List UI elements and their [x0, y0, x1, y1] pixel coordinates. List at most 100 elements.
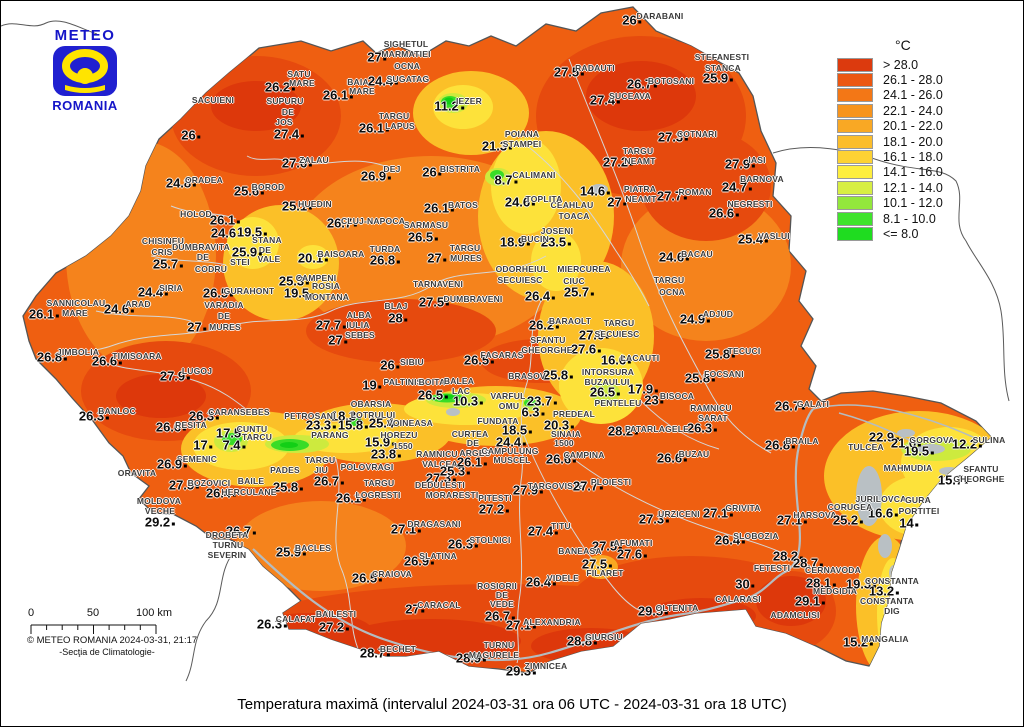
station-value: 27.4	[274, 127, 304, 142]
station-label: CAMPINA	[563, 450, 605, 460]
station-value: 27	[405, 602, 424, 617]
station-value: 24.6	[659, 250, 689, 265]
station-label: RADAUTI	[575, 63, 615, 73]
station-label: TARGU	[603, 318, 635, 328]
station-value: 26.5	[352, 571, 382, 586]
legend-row: 24.1 - 26.0	[837, 88, 943, 103]
station-label: MAGURELE	[468, 650, 520, 660]
station-label: ODORHEIUL	[495, 264, 549, 274]
station-label: SIRIA	[159, 283, 183, 293]
station-label: SUGATAG	[386, 74, 430, 84]
station-label: MURES	[450, 253, 482, 263]
station-value: 27.7	[316, 318, 346, 333]
station-value: 26.1	[210, 213, 240, 228]
station-value: 26.3	[79, 409, 109, 424]
station-label: LOGRESTI	[355, 490, 401, 500]
station-label: MEDGIDIA	[812, 586, 858, 596]
station-value: 25.9	[703, 71, 733, 86]
station-label: RAMNICU	[690, 403, 732, 413]
station-label: TARGU	[378, 111, 410, 121]
station-label: ARGES	[459, 448, 491, 458]
station-label: HOREZU	[380, 430, 418, 440]
station-label: BANLOC	[98, 406, 136, 416]
station-label: GHEORGHE	[953, 474, 1005, 484]
legend-range-label: 26.1 - 28.0	[883, 73, 943, 88]
station-value: 27.1	[703, 506, 733, 521]
station-label: GRIVITA	[725, 503, 761, 513]
station-label: VECHE	[144, 506, 176, 516]
station-value: 24.4	[496, 435, 526, 450]
legend-range-label: 24.1 - 26.0	[883, 88, 943, 103]
station-label: TURNU	[483, 640, 515, 650]
station-label: FAGARAS	[480, 350, 524, 360]
station-value: 27.2	[319, 620, 349, 635]
station-label: DE	[217, 311, 231, 321]
station-label: BANEASA	[558, 546, 602, 556]
station-value: 20.1	[298, 251, 328, 266]
station-value: 27.3	[658, 130, 688, 145]
station-label: TARGOVISTE	[527, 481, 585, 491]
scale-ticks	[30, 624, 157, 634]
station-value: 15.7	[938, 473, 968, 488]
station-label: TURNU	[212, 540, 244, 550]
station-label: MORARESTI	[425, 490, 479, 500]
legend-swatch	[837, 211, 873, 226]
station-value: 26.5	[408, 230, 438, 245]
station-label: GURA	[905, 495, 931, 505]
legend-range-label: 10.1 - 12.0	[883, 196, 943, 211]
station-value: 27.9	[513, 483, 543, 498]
station-label: CONSTANTA	[860, 596, 914, 606]
logo-meteo-text: METEO	[54, 27, 116, 44]
station-label: SIGHETUL	[383, 39, 429, 49]
station-value: 24.4	[368, 74, 398, 89]
station-label: STANCA	[705, 63, 741, 73]
legend-swatch	[837, 196, 873, 211]
station-label: TARCU	[241, 432, 273, 442]
legend-rows: > 28.0 26.1 - 28.0 24.1 - 26.0 22.1 - 24.0 2…	[837, 57, 943, 242]
station-label: NEGRESTI	[727, 199, 773, 209]
station-label: GURAHONT	[223, 286, 275, 296]
department-text: -Secţia de Climatologie-	[59, 647, 155, 657]
logo-icon	[53, 46, 117, 96]
station-value: 27.9	[725, 157, 755, 172]
station-label: SLATINA	[419, 551, 457, 561]
station-value: 20.3	[544, 418, 574, 433]
station-value: 26.4	[525, 289, 555, 304]
station-label: STANA	[252, 235, 282, 245]
station-value: 26.8	[765, 438, 795, 453]
station-label: BOZOVICI	[187, 478, 231, 488]
station-label: BECHET	[379, 644, 417, 654]
station-value: 24.9	[680, 312, 710, 327]
station-label: PALTINIS	[383, 377, 423, 387]
legend-range-label: 16.1 - 18.0	[883, 150, 943, 165]
station-value: 23.3	[306, 418, 336, 433]
station-label: CALAFAT	[275, 614, 317, 624]
station-value: 19.5	[284, 286, 314, 301]
station-value: 19.3	[846, 577, 876, 592]
station-label: TURDA	[369, 244, 401, 254]
station-value: 26.7	[775, 399, 805, 414]
station-value: 23.7	[527, 394, 557, 409]
station-label: DARABANI	[636, 11, 684, 21]
station-label: LUGOJ	[181, 366, 213, 376]
station-value: 26.5	[464, 353, 494, 368]
station-label: VALE	[257, 254, 281, 264]
station-label: FETESTI	[753, 563, 791, 573]
station-label: ROSIORII	[477, 581, 517, 591]
station-label: SUCEAVA	[609, 91, 651, 101]
scale-number: 100 km	[135, 607, 173, 619]
station-label: BARAOLT	[548, 316, 592, 326]
station-value: 26.9	[404, 554, 434, 569]
station-label: HARSOVA	[793, 510, 837, 520]
station-value: 14	[899, 516, 918, 531]
station-label: ROMAN	[678, 187, 712, 197]
station-value: 26.7	[485, 609, 515, 624]
station-value: 27.6	[282, 156, 312, 171]
station-value: 27.2	[479, 502, 509, 517]
station-label: MARMATIEI	[381, 49, 431, 59]
station-value: 19.5	[237, 225, 267, 240]
station-label: DRAGASANI	[407, 519, 461, 529]
station-label: ARAD	[125, 299, 151, 309]
station-value: 27.7	[573, 479, 603, 494]
station-value: 26.1	[29, 307, 59, 322]
